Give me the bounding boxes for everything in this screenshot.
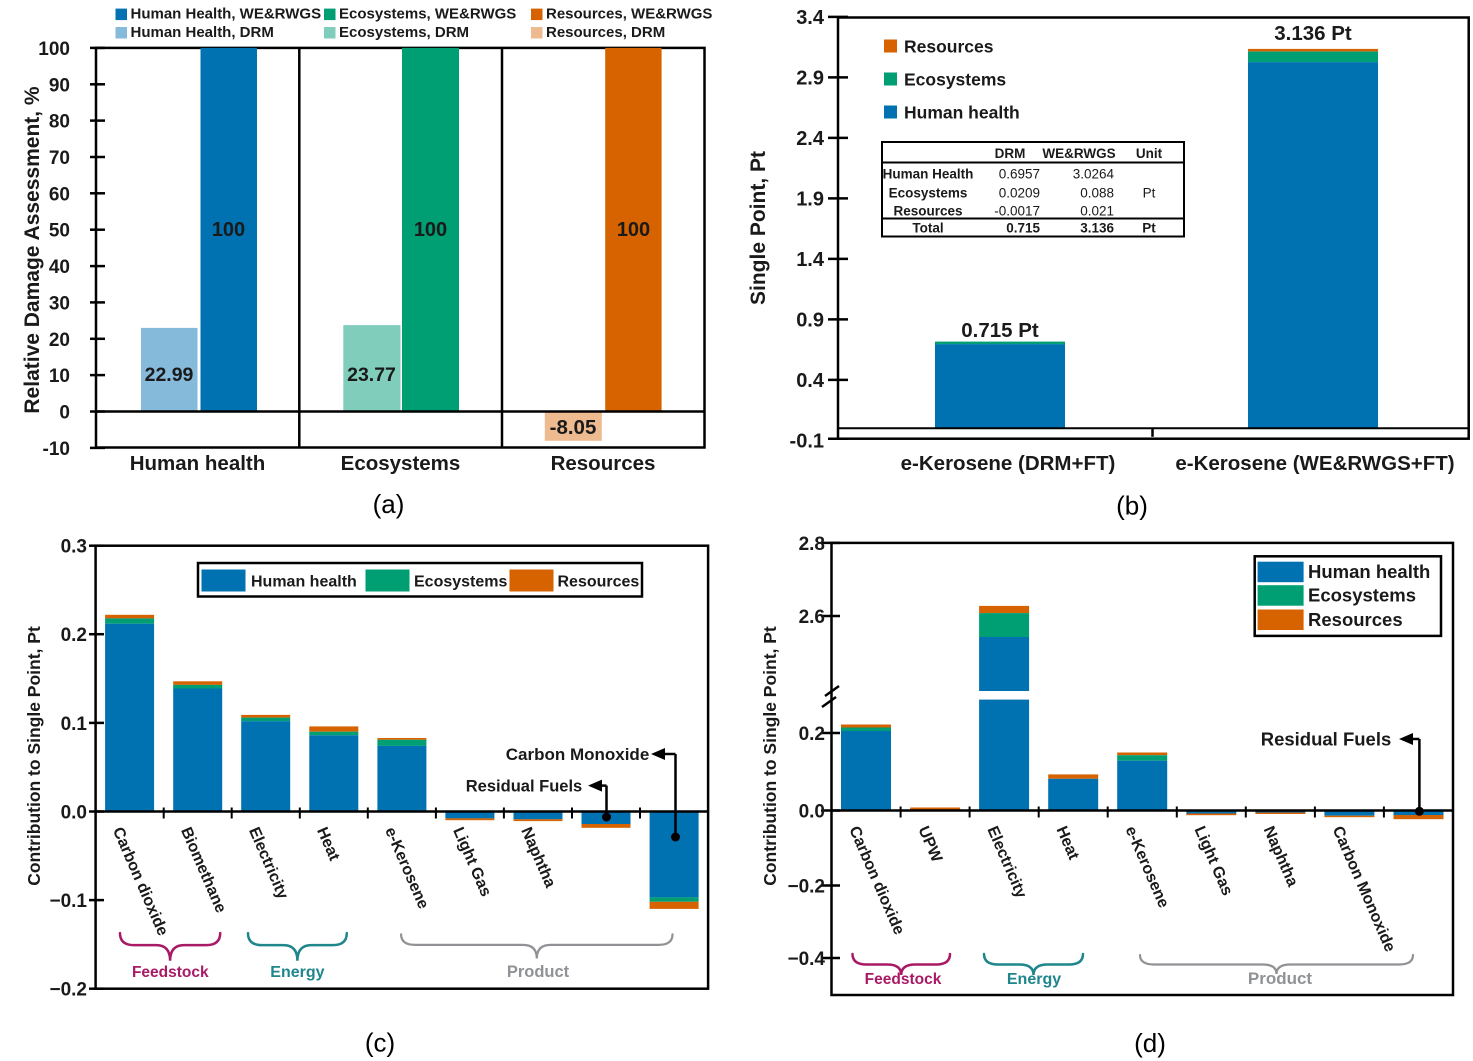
- svg-text:-0.1: -0.1: [790, 430, 824, 452]
- svg-text:70: 70: [49, 148, 70, 169]
- svg-text:Human Health: Human Health: [883, 167, 974, 182]
- svg-text:3.0264: 3.0264: [1073, 167, 1115, 182]
- svg-text:Pt: Pt: [1143, 186, 1156, 201]
- svg-text:Energy: Energy: [270, 964, 324, 981]
- svg-text:Ecosystems: Ecosystems: [1308, 585, 1416, 606]
- svg-text:(a): (a): [373, 489, 405, 519]
- svg-text:Human health: Human health: [904, 103, 1020, 123]
- svg-text:DRM: DRM: [995, 146, 1026, 161]
- svg-text:Human health: Human health: [251, 574, 357, 591]
- svg-text:0.2: 0.2: [799, 724, 825, 745]
- svg-text:90: 90: [49, 75, 70, 96]
- svg-text:Ecosystems: Ecosystems: [414, 574, 507, 591]
- svg-text:-8.05: -8.05: [550, 416, 597, 439]
- svg-text:0.0: 0.0: [799, 802, 825, 823]
- svg-text:40: 40: [49, 257, 70, 278]
- svg-text:Contribution to Single Point,: Contribution to Single Point, Pt: [24, 626, 44, 886]
- svg-text:Single Point, Pt: Single Point, Pt: [747, 151, 770, 305]
- svg-text:23.77: 23.77: [347, 364, 396, 386]
- svg-text:2.8: 2.8: [799, 534, 825, 555]
- svg-text:Resources: Resources: [558, 574, 640, 591]
- svg-text:Human health: Human health: [130, 452, 266, 475]
- svg-text:Feedstock: Feedstock: [132, 964, 209, 981]
- svg-text:Ecosystems: Ecosystems: [889, 186, 968, 201]
- svg-text:100: 100: [212, 219, 245, 241]
- svg-text:Energy: Energy: [1007, 971, 1061, 988]
- svg-text:0.0: 0.0: [61, 803, 87, 824]
- svg-text:0: 0: [59, 403, 70, 424]
- svg-text:−0.1: −0.1: [49, 891, 87, 912]
- svg-text:1.4: 1.4: [796, 249, 825, 271]
- svg-text:Human Health, WE&RWGS: Human Health, WE&RWGS: [131, 6, 322, 23]
- svg-text:Resources: Resources: [893, 204, 962, 219]
- svg-text:2.4: 2.4: [796, 128, 825, 150]
- svg-text:Resources, WE&RWGS: Resources, WE&RWGS: [546, 6, 712, 23]
- svg-text:50: 50: [49, 221, 70, 242]
- svg-text:Total: Total: [912, 221, 943, 236]
- svg-text:−0.2: −0.2: [787, 877, 825, 898]
- svg-text:Resources: Resources: [904, 37, 994, 57]
- svg-text:Residual Fuels: Residual Fuels: [466, 778, 582, 796]
- svg-text:0.088: 0.088: [1080, 186, 1114, 201]
- svg-text:0.9: 0.9: [796, 309, 824, 331]
- svg-text:Human Health, DRM: Human Health, DRM: [131, 24, 274, 41]
- svg-text:Pt: Pt: [1142, 221, 1156, 236]
- svg-text:WE&RWGS: WE&RWGS: [1042, 146, 1115, 161]
- svg-text:Resources: Resources: [1308, 609, 1403, 630]
- svg-text:100: 100: [38, 39, 70, 60]
- svg-text:Contribution to Single Point,: Contribution to Single Point, Pt: [760, 626, 780, 886]
- svg-text:80: 80: [49, 112, 70, 133]
- svg-text:e-Kerosene (WE&RWGS+FT): e-Kerosene (WE&RWGS+FT): [1175, 452, 1454, 475]
- svg-text:60: 60: [49, 184, 70, 205]
- svg-text:Product: Product: [1248, 969, 1313, 988]
- svg-text:(b): (b): [1116, 491, 1148, 521]
- svg-text:Human health: Human health: [1308, 561, 1430, 582]
- svg-text:e-Kerosene (DRM+FT): e-Kerosene (DRM+FT): [901, 452, 1116, 475]
- svg-text:Ecosystems: Ecosystems: [904, 70, 1006, 90]
- svg-text:(d): (d): [1134, 1028, 1166, 1058]
- svg-text:(c): (c): [365, 1028, 395, 1058]
- svg-text:Residual Fuels: Residual Fuels: [1261, 729, 1392, 750]
- svg-text:20: 20: [49, 330, 70, 351]
- svg-text:100: 100: [617, 219, 650, 241]
- svg-text:3.136 Pt: 3.136 Pt: [1274, 22, 1352, 45]
- svg-text:Relative Damage Assessment, %: Relative Damage Assessment, %: [21, 86, 44, 414]
- svg-text:Ecosystems: Ecosystems: [341, 452, 461, 475]
- svg-text:2.6: 2.6: [799, 607, 825, 628]
- svg-text:-10: -10: [43, 439, 70, 460]
- svg-text:Resources, DRM: Resources, DRM: [546, 24, 665, 41]
- svg-text:-0.0017: -0.0017: [994, 204, 1040, 219]
- svg-text:Unit: Unit: [1136, 146, 1163, 161]
- svg-text:Ecosystems, WE&RWGS: Ecosystems, WE&RWGS: [339, 6, 516, 23]
- svg-text:0.4: 0.4: [796, 370, 825, 392]
- svg-text:1.9: 1.9: [796, 188, 824, 210]
- svg-text:22.99: 22.99: [145, 364, 194, 386]
- svg-text:2.9: 2.9: [796, 67, 824, 89]
- svg-text:100: 100: [414, 219, 447, 241]
- svg-text:Resources: Resources: [551, 452, 656, 475]
- svg-text:0.2: 0.2: [61, 625, 87, 646]
- svg-text:0.715: 0.715: [1006, 221, 1040, 236]
- svg-text:30: 30: [49, 293, 70, 314]
- svg-text:3.4: 3.4: [796, 7, 825, 29]
- svg-text:Product: Product: [507, 963, 570, 981]
- svg-text:0.1: 0.1: [61, 714, 88, 735]
- svg-text:3.136: 3.136: [1080, 221, 1114, 236]
- svg-text:0.021: 0.021: [1080, 204, 1114, 219]
- svg-text:0.6957: 0.6957: [999, 167, 1040, 182]
- svg-text:Feedstock: Feedstock: [865, 971, 942, 988]
- svg-text:−0.4: −0.4: [787, 949, 825, 970]
- svg-text:0.0209: 0.0209: [999, 186, 1040, 201]
- svg-text:10: 10: [49, 366, 70, 387]
- svg-text:Carbon Monoxide: Carbon Monoxide: [506, 745, 650, 764]
- svg-text:0.715 Pt: 0.715 Pt: [961, 319, 1039, 342]
- svg-text:0.3: 0.3: [61, 537, 87, 558]
- svg-text:−0.2: −0.2: [49, 980, 87, 1001]
- svg-text:Ecosystems, DRM: Ecosystems, DRM: [339, 24, 469, 41]
